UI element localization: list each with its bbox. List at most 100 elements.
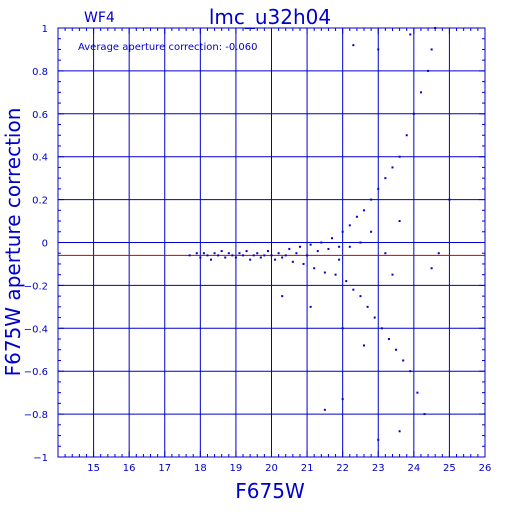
data-point <box>249 258 252 261</box>
data-point <box>227 252 230 255</box>
data-point <box>284 254 287 257</box>
data-point <box>309 305 312 308</box>
data-point <box>380 327 383 330</box>
chart-subtitle: WF4 <box>84 10 115 26</box>
data-point <box>384 252 387 255</box>
data-point <box>366 305 369 308</box>
data-point <box>409 370 412 373</box>
data-point <box>370 230 373 233</box>
data-point <box>323 271 326 274</box>
x-tick-label: 20 <box>265 463 278 474</box>
x-tick-label: 25 <box>443 463 456 474</box>
data-point <box>391 166 394 169</box>
data-point <box>242 254 245 257</box>
data-point <box>341 327 344 330</box>
data-point <box>199 256 202 259</box>
grid-layer <box>58 28 485 457</box>
data-point <box>377 187 380 190</box>
data-point <box>384 177 387 180</box>
y-tick-labels: −1 −0.8 −0.6 −0.4 −0.2 0 0.2 0.4 0.6 0.8 1 <box>24 24 48 464</box>
data-point <box>188 254 191 257</box>
data-point <box>270 254 273 257</box>
data-point <box>263 254 266 257</box>
chart-annotation: Average aperture correction: -0.060 <box>78 42 258 53</box>
y-tick-label: −0.6 <box>24 367 48 378</box>
data-point <box>266 250 269 253</box>
data-point <box>302 262 305 265</box>
data-point <box>419 91 422 94</box>
y-tick-label: −0.4 <box>24 324 48 335</box>
x-tick-label: 17 <box>158 463 171 474</box>
data-point <box>405 134 408 137</box>
y-tick-label: 0.2 <box>32 196 48 207</box>
data-point <box>334 273 337 276</box>
y-tick-label: 0 <box>42 239 48 250</box>
data-point <box>348 224 351 227</box>
data-point <box>352 288 355 291</box>
data-point <box>387 338 390 341</box>
data-point <box>427 69 430 72</box>
data-point <box>202 252 205 255</box>
data-point <box>338 245 341 248</box>
data-point <box>359 241 362 244</box>
data-point <box>352 44 355 47</box>
chart-title: lmc_u32h04 <box>209 5 331 29</box>
x-tick-label: 15 <box>87 463 100 474</box>
x-tick-label: 19 <box>230 463 243 474</box>
x-axis-title: F675W <box>235 479 305 503</box>
data-point <box>295 252 298 255</box>
data-point <box>313 267 316 270</box>
data-point <box>306 254 309 257</box>
y-tick-label: 0.8 <box>32 67 48 78</box>
data-point <box>231 254 234 257</box>
data-point <box>359 295 362 298</box>
data-point <box>363 344 366 347</box>
y-tick-label: 0.4 <box>32 153 48 164</box>
x-tick-label: 18 <box>194 463 207 474</box>
y-tick-label: −0.2 <box>24 281 48 292</box>
data-point <box>245 250 248 253</box>
data-point <box>370 198 373 201</box>
data-point <box>220 250 223 253</box>
y-tick-label: 0.6 <box>32 110 48 121</box>
x-tick-label: 26 <box>479 463 492 474</box>
data-point <box>217 254 220 257</box>
x-tick-label: 21 <box>301 463 314 474</box>
y-tick-label: −1 <box>33 453 48 464</box>
data-point <box>437 252 440 255</box>
data-point <box>238 252 241 255</box>
data-point <box>213 252 216 255</box>
data-point <box>330 237 333 240</box>
data-point <box>341 230 344 233</box>
data-point <box>391 273 394 276</box>
data-point <box>288 247 291 250</box>
data-point <box>341 398 344 401</box>
data-point <box>345 280 348 283</box>
data-point <box>206 254 209 257</box>
data-point <box>395 348 398 351</box>
data-point <box>309 243 312 246</box>
data-point <box>409 33 412 36</box>
data-point <box>274 258 277 261</box>
data-point <box>377 48 380 51</box>
data-point <box>298 245 301 248</box>
x-tick-label: 22 <box>336 463 349 474</box>
data-point <box>423 413 426 416</box>
data-point <box>252 254 255 257</box>
x-tick-labels: 15 16 17 18 19 20 21 22 23 24 25 26 <box>87 463 491 474</box>
data-point <box>259 256 262 259</box>
data-point <box>281 256 284 259</box>
y-axis-title: F675W aperture correction <box>1 108 25 377</box>
y-tick-label: −0.8 <box>24 410 48 421</box>
data-point <box>430 48 433 51</box>
data-point <box>448 198 451 201</box>
data-point <box>377 438 380 441</box>
data-point <box>224 256 227 259</box>
data-point <box>234 256 237 259</box>
data-point <box>402 359 405 362</box>
data-point <box>412 112 415 115</box>
data-point <box>256 252 259 255</box>
